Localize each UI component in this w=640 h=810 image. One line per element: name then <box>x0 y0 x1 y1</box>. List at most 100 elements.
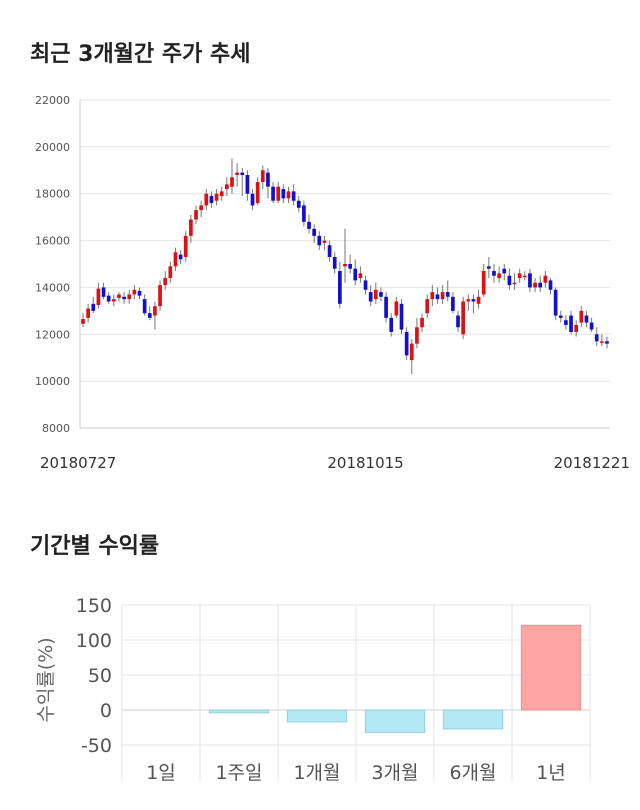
candle-body <box>111 299 116 302</box>
candle-body <box>271 186 275 201</box>
returns-y-tick-label: 0 <box>100 700 112 722</box>
candle-body <box>142 299 147 314</box>
candle-body <box>358 273 363 279</box>
candle-body <box>260 170 265 182</box>
candle-body <box>168 266 173 279</box>
candle-body <box>327 245 332 257</box>
candle-body <box>214 193 219 201</box>
candle-body <box>266 172 270 187</box>
candle-body <box>132 289 137 295</box>
candle-body <box>461 301 466 335</box>
candle-body <box>245 174 250 194</box>
candle-body <box>600 341 604 343</box>
price-candles <box>81 158 609 375</box>
returns-chart-title: 기간별 수익률 <box>30 534 160 559</box>
candle-body <box>224 184 229 190</box>
candle-body <box>394 301 399 316</box>
candle-body <box>415 327 419 344</box>
candle-body <box>594 334 599 342</box>
candle-body <box>584 315 589 323</box>
candle-body <box>373 289 378 300</box>
returns-x-tick-label: 1년 <box>536 762 566 784</box>
candle-body <box>507 275 512 286</box>
candle-body <box>147 313 152 318</box>
returns-y-ticks: -50 0 50 100 150 <box>76 595 112 757</box>
candle-body <box>312 228 317 236</box>
candle-body <box>389 317 394 332</box>
candle-body <box>183 235 188 257</box>
price-x-tick-label: 20181015 <box>327 454 403 472</box>
candle-body <box>451 296 455 311</box>
candle-body <box>302 205 306 222</box>
candle-body <box>178 254 183 260</box>
candle-body <box>296 200 301 208</box>
returns-y-tick-label: 150 <box>76 595 112 617</box>
candle-body <box>430 292 435 300</box>
candle-body <box>235 172 239 175</box>
returns-x-tick-label: 1일 <box>146 762 176 784</box>
candle-body <box>240 172 245 175</box>
candle-body <box>363 280 368 290</box>
price-grid <box>79 99 610 429</box>
candle-body <box>276 186 281 201</box>
candle-body <box>153 306 157 316</box>
candlestick-chart: 800010000120001400016000180002000022000 … <box>35 94 630 472</box>
candle-body <box>204 193 209 206</box>
candle-body <box>476 296 481 304</box>
candle-body <box>338 271 342 304</box>
returns-y-tick-label: -50 <box>81 735 112 757</box>
price-chart-title: 최근 3개월간 주가 추세 <box>30 42 251 67</box>
candle-body <box>91 303 96 311</box>
candle-body <box>384 296 388 318</box>
candle-body <box>481 271 486 295</box>
price-y-tick-label: 10000 <box>35 375 70 388</box>
candle-body <box>137 290 142 296</box>
candle-body <box>343 264 347 267</box>
candle-body <box>445 292 450 297</box>
price-y-tick-label: 14000 <box>35 281 70 294</box>
candle-body <box>409 343 414 361</box>
candle-body <box>456 315 460 328</box>
returns-bar <box>286 709 348 723</box>
returns-x-tick-label: 3개월 <box>371 762 418 784</box>
candle-body <box>574 324 579 332</box>
candle-body <box>522 275 527 278</box>
candle-body <box>435 294 440 300</box>
candle-body <box>307 221 311 229</box>
price-x-tick-label: 20180727 <box>40 454 116 472</box>
returns-x-tick-label: 1개월 <box>293 762 340 784</box>
candle-body <box>502 268 507 274</box>
returns-x-ticks: 1일 1주일 1개월 3개월 6개월 1년 <box>146 762 566 784</box>
candle-body <box>533 282 537 288</box>
candle-body <box>543 275 548 283</box>
candle-body <box>379 292 383 297</box>
candle-body <box>528 273 532 288</box>
returns-bar <box>364 709 426 733</box>
candle-body <box>317 235 322 246</box>
candle-body <box>101 287 106 297</box>
candle-body <box>291 191 296 201</box>
candle-body <box>497 273 501 279</box>
candle-body <box>255 182 260 204</box>
candle-body <box>399 303 404 330</box>
price-y-tick-label: 22000 <box>35 94 70 107</box>
returns-y-axis-label: 수익률(%) <box>35 637 57 722</box>
candle-body <box>558 315 563 318</box>
price-x-tick-label: 20181221 <box>554 454 630 472</box>
candle-body <box>466 299 471 302</box>
returns-x-tick-label: 6개월 <box>449 762 496 784</box>
candle-body <box>250 193 255 206</box>
candle-body <box>219 191 224 197</box>
returns-bars <box>208 624 582 733</box>
candle-body <box>538 282 543 288</box>
price-y-tick-label: 12000 <box>35 328 70 341</box>
price-y-tick-label: 8000 <box>42 422 70 435</box>
candle-body <box>163 278 168 286</box>
candle-body <box>492 271 496 276</box>
returns-grid <box>121 604 591 782</box>
candle-body <box>486 266 491 269</box>
candle-body <box>420 317 424 328</box>
returns-bar <box>208 709 270 714</box>
candle-body <box>209 196 214 204</box>
